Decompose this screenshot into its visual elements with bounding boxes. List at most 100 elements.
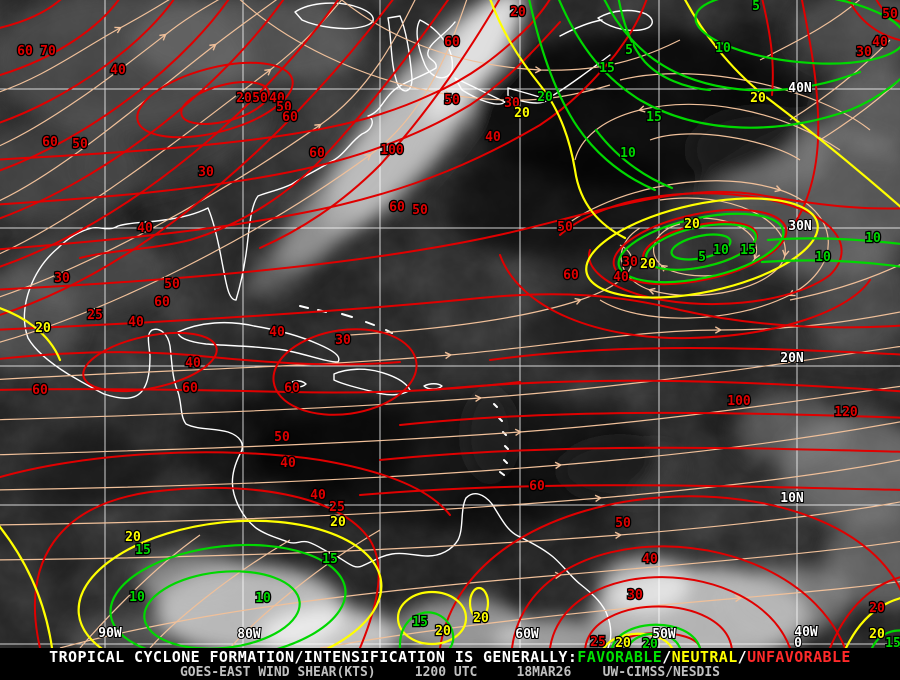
contour: [559, 192, 843, 306]
streamline-vortex: [559, 180, 829, 319]
grid-label: 10N: [780, 491, 804, 506]
new-england-coast: [559, 19, 603, 37]
contour-ring-10: [644, 223, 758, 271]
contour-label: 40: [110, 63, 126, 78]
contour: [359, 484, 900, 496]
contour-label: 30: [856, 45, 872, 60]
high-shear-contours: [0, 0, 900, 648]
contour: [617, 0, 712, 92]
contour-label: 15: [322, 552, 338, 567]
contour: [489, 0, 627, 240]
contour-label: 5: [698, 250, 706, 265]
contour: [848, 0, 900, 42]
low-shear-contours: [109, 0, 900, 648]
contour-loop: [694, 0, 900, 65]
contour-label: 100: [380, 143, 404, 158]
contour: [398, 611, 455, 648]
streamline: [649, 133, 801, 161]
contour-label: 20: [330, 515, 346, 530]
contour: [549, 576, 791, 648]
contour-label: 15: [740, 243, 756, 258]
grid-label: 40N: [788, 81, 812, 96]
contour-label: 20: [684, 217, 700, 232]
contour-label: 60: [309, 146, 325, 161]
contour-label: 20: [510, 5, 526, 20]
grid-label: 50W: [652, 627, 676, 642]
neutral-label: NEUTRAL: [671, 648, 738, 666]
contour-label: 60: [17, 44, 33, 59]
contour-label: 60: [154, 295, 170, 310]
separator: /: [662, 648, 672, 666]
contour-label: 50: [557, 220, 573, 235]
contour: [399, 411, 900, 426]
contour-label: 30: [335, 333, 351, 348]
streamline: [0, 0, 170, 93]
streamline: [0, 0, 468, 343]
contour: [0, 21, 561, 206]
grid-coordinate-labels: 40N 30N 20N 10N 0 90W 80W 60W 50W 40W: [97, 80, 819, 648]
contour: [0, 525, 54, 648]
contour-label: 30: [627, 588, 643, 603]
contour: [0, 0, 648, 251]
contour-ring-5: [670, 233, 732, 261]
contour: [0, 0, 340, 268]
grid-label: 80W: [237, 627, 261, 642]
contour: [511, 545, 846, 648]
contour-oval: [272, 328, 418, 416]
contour-label: 25: [590, 635, 606, 648]
streamlines: [0, 0, 900, 648]
contour-label: 50: [252, 91, 268, 106]
contour-label: 20: [473, 611, 489, 626]
contour-label: 10: [865, 231, 881, 246]
contour-ring: [77, 519, 383, 648]
streamline: [789, 39, 891, 121]
streamline: [819, 78, 900, 141]
contour-label: 15: [646, 110, 662, 125]
streamline: [0, 345, 900, 421]
contour-label: 20: [869, 601, 885, 616]
contour-label: 30: [504, 96, 520, 111]
streamline: [0, 421, 900, 491]
lake-superior: [294, 2, 374, 30]
contour-front: [79, 0, 450, 259]
contour-label: 40: [310, 488, 326, 503]
contour-label: 60: [444, 35, 460, 50]
streamline: [59, 540, 900, 648]
streamline: [349, 244, 633, 336]
contour: [557, 0, 900, 129]
status-banner: TROPICAL CYCLONE FORMATION/INTENSIFICATI…: [0, 648, 900, 680]
streamline: [319, 580, 900, 648]
contour-label: 15: [885, 636, 900, 648]
contour: [0, 451, 451, 516]
puerto-rico: [423, 383, 443, 390]
contour: [489, 347, 900, 361]
contour-label: 15: [412, 615, 428, 630]
contour-label: 40: [185, 356, 201, 371]
contour-ring: [109, 543, 347, 648]
separator: /: [737, 648, 748, 666]
contour: [760, 259, 900, 268]
contour-label: 15: [599, 61, 615, 76]
contour-ring-20: [585, 197, 819, 299]
contour-label: 50: [274, 430, 290, 445]
contour-label: 50: [276, 100, 292, 115]
contour: [683, 0, 900, 208]
contour-label: 20: [869, 627, 885, 642]
streamline: [0, 501, 900, 561]
grid-label: 90W: [98, 626, 122, 641]
moderate-shear-contours: [0, 0, 900, 648]
grid-label: 0: [794, 636, 802, 648]
grid-label: 30N: [788, 219, 812, 234]
contour-label: 60: [282, 110, 298, 125]
contour: [439, 495, 900, 648]
contour: [603, 0, 862, 92]
contour: [870, 629, 900, 648]
contour: [610, 623, 702, 648]
contour: [0, 0, 394, 316]
contour-label: 20: [35, 321, 51, 336]
streamline: [0, 0, 278, 202]
streamline: [0, 459, 900, 526]
